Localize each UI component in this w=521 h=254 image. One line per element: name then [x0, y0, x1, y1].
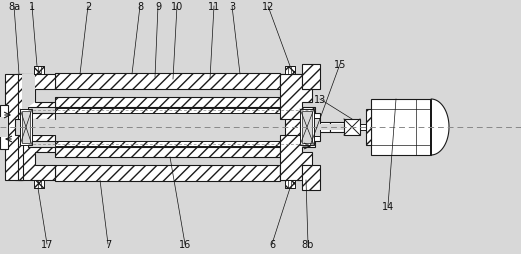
Bar: [22, 112, 30, 144]
Polygon shape: [18, 135, 55, 180]
Bar: [55, 114, 280, 141]
Bar: [55, 98, 280, 108]
Polygon shape: [5, 75, 18, 180]
Text: 12: 12: [262, 2, 274, 12]
Bar: [34, 180, 44, 188]
Bar: [22, 120, 55, 135]
Bar: [371, 100, 431, 155]
Text: 11: 11: [208, 2, 220, 12]
Bar: [285, 180, 295, 188]
Bar: [330, 124, 344, 131]
Bar: [55, 147, 280, 157]
Text: 15: 15: [334, 60, 346, 70]
Polygon shape: [18, 75, 55, 120]
Bar: [302, 165, 320, 190]
Text: 13: 13: [314, 95, 326, 105]
Text: 10: 10: [171, 2, 183, 12]
Bar: [55, 141, 280, 146]
Bar: [302, 65, 320, 90]
Bar: [15, 120, 23, 135]
Bar: [55, 108, 280, 114]
Text: 14: 14: [382, 201, 394, 211]
Bar: [330, 122, 344, 133]
Bar: [20, 109, 32, 146]
Bar: [55, 74, 280, 90]
Bar: [360, 124, 366, 131]
Polygon shape: [280, 75, 315, 120]
Bar: [0, 128, 8, 149]
Bar: [302, 119, 320, 136]
Text: 16: 16: [179, 239, 191, 249]
Text: 3: 3: [229, 2, 235, 12]
Text: 8b: 8b: [302, 239, 314, 249]
Text: 1: 1: [29, 2, 35, 12]
Bar: [285, 67, 295, 75]
Polygon shape: [280, 75, 300, 180]
Bar: [15, 75, 23, 180]
Polygon shape: [22, 75, 35, 120]
Bar: [55, 165, 280, 181]
Bar: [0, 106, 8, 128]
Polygon shape: [280, 135, 315, 180]
Text: 17: 17: [41, 239, 53, 249]
Bar: [315, 122, 330, 133]
Text: 8: 8: [137, 2, 143, 12]
Text: 8a: 8a: [8, 2, 20, 12]
Bar: [315, 124, 330, 131]
Bar: [55, 90, 280, 98]
Polygon shape: [431, 100, 449, 155]
Bar: [344, 120, 360, 135]
Bar: [34, 67, 44, 75]
Text: 7: 7: [105, 239, 111, 249]
Bar: [366, 109, 371, 146]
Text: 2: 2: [85, 2, 91, 12]
Bar: [302, 114, 320, 141]
Text: 6: 6: [269, 239, 275, 249]
Bar: [55, 157, 280, 165]
Bar: [0, 118, 8, 137]
Bar: [300, 109, 314, 146]
Bar: [302, 112, 312, 144]
Text: 9: 9: [155, 2, 161, 12]
